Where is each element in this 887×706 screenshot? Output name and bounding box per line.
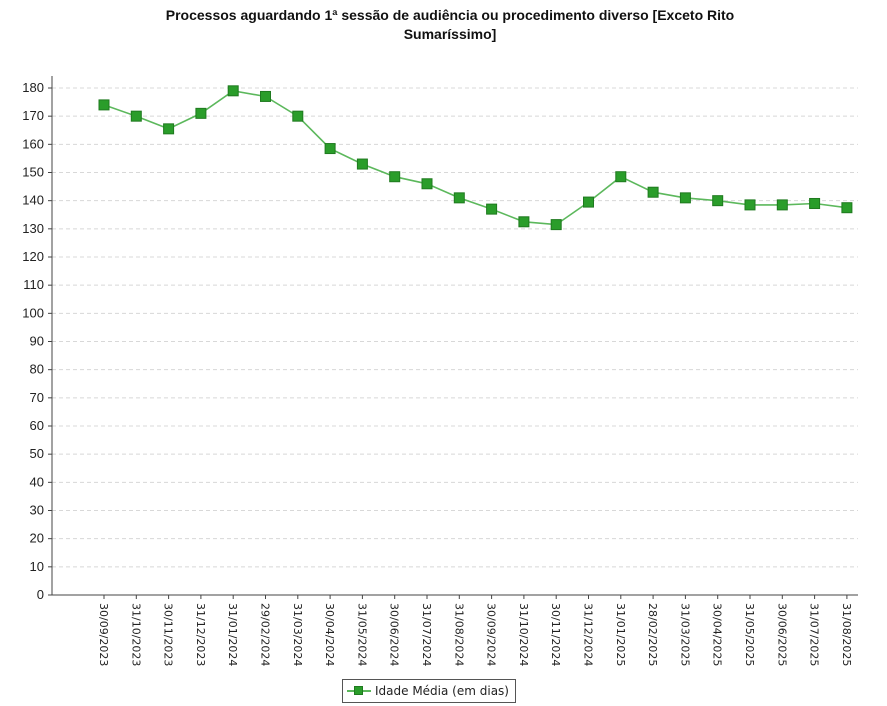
data-point-marker xyxy=(389,171,401,183)
y-tick-label: 120 xyxy=(22,249,44,264)
y-tick-label: 180 xyxy=(22,80,44,95)
x-tick-label: 31/07/2024 xyxy=(420,603,433,666)
x-tick-label: 31/12/2023 xyxy=(194,603,207,666)
x-tick-label: 31/10/2024 xyxy=(517,603,530,666)
y-tick-label: 80 xyxy=(30,362,44,377)
x-tick-label: 31/05/2025 xyxy=(743,603,756,666)
data-point-marker xyxy=(324,143,336,155)
data-point-marker xyxy=(421,178,433,190)
y-tick-label: 70 xyxy=(30,390,44,405)
data-point-marker xyxy=(356,158,368,170)
legend: Idade Média (em dias) xyxy=(342,679,516,703)
legend-series-label: Idade Média (em dias) xyxy=(375,684,509,698)
x-tick-label: 30/06/2024 xyxy=(388,603,401,666)
x-tick-label: 31/03/2024 xyxy=(291,603,304,666)
x-tick-label: 30/09/2023 xyxy=(97,603,110,666)
data-point-marker xyxy=(679,192,691,204)
y-tick-label: 90 xyxy=(30,334,44,349)
x-tick-label: 28/02/2025 xyxy=(646,603,659,666)
y-tick-label: 130 xyxy=(22,221,44,236)
x-tick-label: 31/07/2025 xyxy=(808,603,821,666)
data-point-marker xyxy=(130,110,142,122)
x-axis-ticks: 30/09/2023 31/10/2023 30/11/2023 31/12/2023… xyxy=(97,595,853,666)
x-tick-label: 31/01/2024 xyxy=(226,603,239,666)
data-point-marker xyxy=(486,203,498,215)
y-tick-label: 150 xyxy=(22,165,44,180)
data-point-marker xyxy=(776,199,788,211)
y-tick-label: 60 xyxy=(30,418,44,433)
series-line xyxy=(103,89,848,226)
data-point-marker xyxy=(98,99,110,111)
y-tick-label: 30 xyxy=(30,503,44,518)
y-tick-label: 140 xyxy=(22,193,44,208)
axes xyxy=(51,76,858,596)
x-tick-label: 31/08/2024 xyxy=(452,603,465,666)
x-tick-label: 31/08/2025 xyxy=(840,603,853,666)
x-tick-label: 30/04/2025 xyxy=(711,603,724,666)
y-tick-label: 0 xyxy=(37,587,44,602)
data-point-marker xyxy=(744,199,756,211)
chart-title-line-1: Processos aguardando 1ª sessão de audiên… xyxy=(165,7,735,23)
data-point-marker xyxy=(615,171,627,183)
data-point-marker xyxy=(163,123,175,135)
data-point-marker xyxy=(195,107,207,119)
data-point-marker xyxy=(227,85,239,97)
y-tick-label: 160 xyxy=(22,136,44,151)
data-point-marker xyxy=(583,196,594,208)
y-tick-label: 40 xyxy=(30,474,44,489)
data-point-marker xyxy=(712,195,724,207)
grid-lines xyxy=(52,87,858,568)
chart-title: Processos aguardando 1ª sessão de audiên… xyxy=(40,6,860,44)
data-point-marker xyxy=(647,186,659,198)
y-tick-label: 100 xyxy=(22,305,44,320)
data-point-marker xyxy=(518,216,530,228)
y-axis-ticks: 0 10 20 30 40 50 60 70 80 90 100 110 120 130 140 150 160… xyxy=(22,80,52,602)
data-point-marker xyxy=(841,202,853,214)
y-tick-label: 170 xyxy=(22,108,44,123)
y-tick-label: 110 xyxy=(23,277,44,292)
data-point-marker xyxy=(550,219,562,231)
x-tick-label: 31/01/2025 xyxy=(614,603,627,666)
data-series xyxy=(98,85,853,231)
x-tick-label: 31/12/2024 xyxy=(582,603,595,666)
y-tick-label: 10 xyxy=(30,559,44,574)
x-tick-label: 29/02/2024 xyxy=(259,603,272,666)
data-point-marker xyxy=(809,197,821,209)
data-point-marker xyxy=(260,90,271,102)
y-tick-label: 20 xyxy=(30,531,44,546)
x-tick-label: 30/04/2024 xyxy=(323,603,336,666)
x-tick-label: 31/03/2025 xyxy=(678,603,691,666)
y-tick-label: 50 xyxy=(30,446,44,461)
x-tick-label: 31/10/2023 xyxy=(129,603,142,666)
data-point-marker xyxy=(453,192,465,204)
x-tick-label: 30/06/2025 xyxy=(775,603,788,666)
x-tick-label: 30/11/2024 xyxy=(549,603,562,666)
legend-swatch xyxy=(347,685,371,697)
x-tick-label: 30/11/2023 xyxy=(162,603,175,666)
x-tick-label: 31/05/2024 xyxy=(355,603,368,666)
x-tick-label: 30/09/2024 xyxy=(485,603,498,666)
chart-title-line-2: Sumaríssimo] xyxy=(403,26,497,42)
data-point-marker xyxy=(292,110,304,122)
